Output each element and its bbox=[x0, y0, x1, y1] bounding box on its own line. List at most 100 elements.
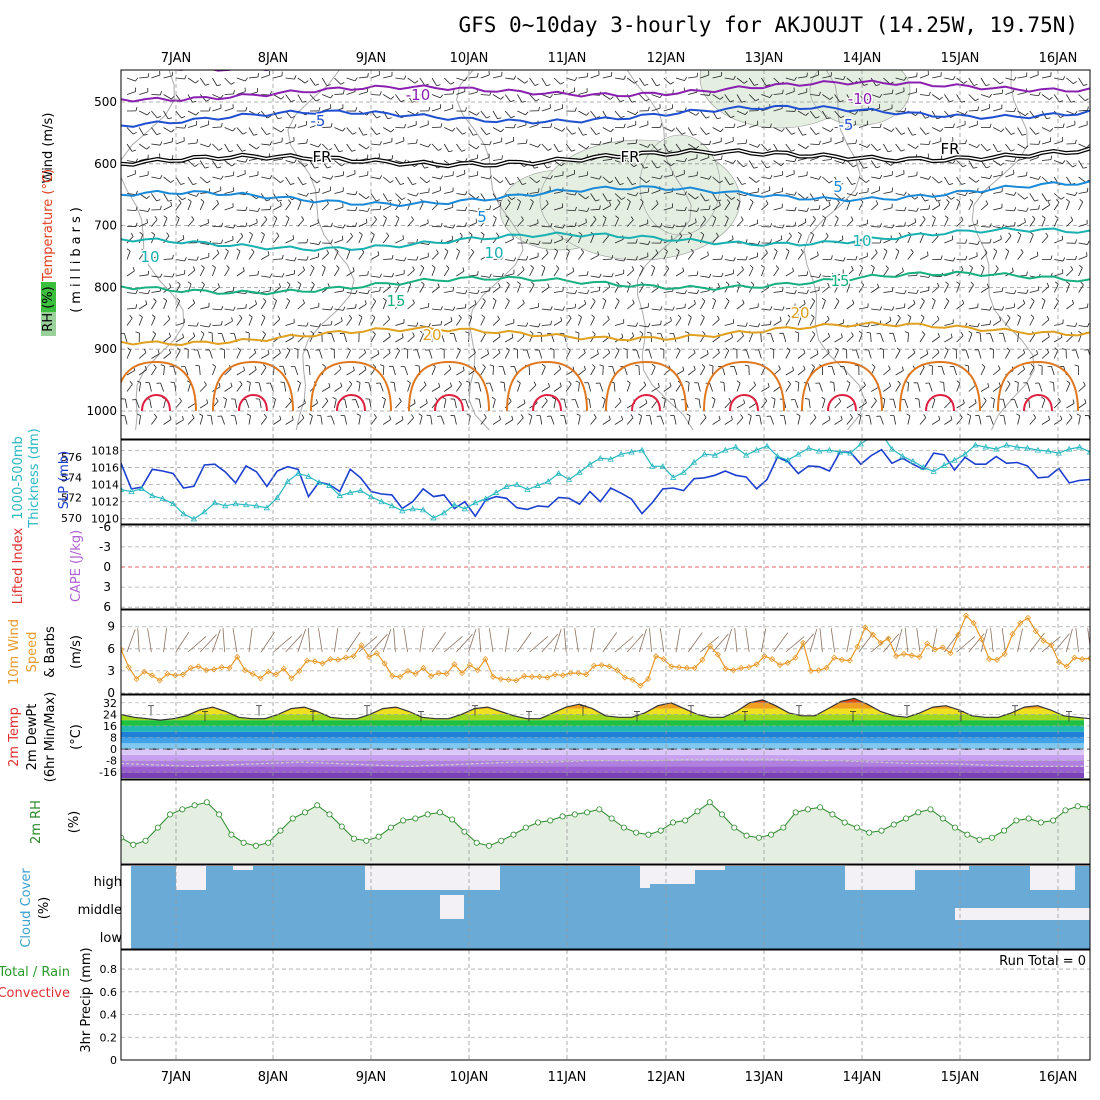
wind-barb bbox=[895, 127, 906, 135]
wind-barb bbox=[163, 315, 171, 326]
wind-barb bbox=[212, 94, 224, 99]
wind-barb bbox=[138, 314, 143, 326]
wind-barb bbox=[407, 198, 412, 211]
wind-barb bbox=[797, 218, 807, 227]
rh-marker bbox=[1074, 803, 1081, 810]
isotherm-label: 10 bbox=[484, 244, 503, 262]
wind-barb bbox=[456, 107, 467, 112]
wind-barb bbox=[895, 107, 907, 112]
wind-barb bbox=[200, 219, 209, 227]
hot-contour bbox=[336, 393, 366, 412]
wind-barb bbox=[212, 283, 220, 293]
wind-barb bbox=[651, 160, 661, 169]
level-tick-label: 900 bbox=[94, 342, 117, 356]
wind-barb bbox=[504, 215, 510, 227]
wind-barb bbox=[590, 127, 601, 135]
wind-barb bbox=[906, 413, 911, 425]
wind-barb bbox=[236, 380, 243, 392]
thickness-marker bbox=[482, 495, 489, 502]
wind-barb bbox=[822, 94, 834, 100]
wind10-marker bbox=[722, 665, 729, 672]
wind-barb bbox=[151, 91, 163, 96]
wind10-marker bbox=[652, 653, 659, 660]
wind10-barb bbox=[285, 634, 303, 653]
wind10-marker bbox=[505, 676, 512, 683]
wind-barb bbox=[864, 349, 872, 359]
wind-barb bbox=[773, 316, 782, 326]
wind-barb bbox=[126, 106, 138, 112]
cape-tick-label: 3 bbox=[103, 580, 111, 594]
wind-barb bbox=[1053, 347, 1059, 359]
wind-barb bbox=[602, 201, 611, 211]
wind10-barb bbox=[307, 628, 311, 653]
wind-barb bbox=[505, 269, 515, 277]
wind-barb bbox=[949, 366, 957, 376]
thickness-marker bbox=[909, 457, 917, 464]
wind10-marker bbox=[769, 656, 776, 663]
wind-barb bbox=[248, 73, 259, 79]
wind-barb bbox=[200, 143, 212, 148]
wind-barb bbox=[614, 137, 624, 145]
thickness-marker bbox=[399, 507, 406, 514]
wind-barb bbox=[309, 176, 321, 184]
wind-barb bbox=[517, 322, 529, 327]
wind-barb bbox=[1049, 381, 1055, 392]
wind10-tick-label: 9 bbox=[107, 620, 115, 634]
cloud-gap bbox=[440, 895, 464, 919]
wind10-marker bbox=[885, 635, 892, 642]
wind-barb bbox=[1054, 257, 1066, 262]
wind-barb bbox=[761, 397, 768, 409]
wind10-marker bbox=[761, 653, 768, 660]
wind-barb bbox=[639, 264, 644, 277]
wind-barb bbox=[297, 266, 305, 277]
wind-barb bbox=[842, 348, 848, 359]
wind-barb bbox=[517, 216, 524, 227]
wind10-barb bbox=[734, 628, 738, 653]
wind-barb bbox=[480, 141, 492, 146]
wind-barb bbox=[553, 104, 564, 112]
wind-barb bbox=[212, 122, 223, 128]
wind-barb bbox=[163, 137, 173, 145]
thickness-grid bbox=[121, 450, 1090, 520]
wind-barb bbox=[139, 110, 151, 116]
wind-barb bbox=[883, 127, 895, 132]
wind-barb bbox=[346, 169, 356, 178]
wind-barb bbox=[1066, 77, 1077, 84]
wind-barb bbox=[651, 320, 662, 326]
wind-barb bbox=[834, 257, 846, 262]
wind-barb bbox=[285, 347, 291, 359]
wind-barb bbox=[139, 289, 151, 295]
wind-barb bbox=[322, 239, 333, 244]
wind-barb bbox=[395, 415, 404, 425]
wind-barb bbox=[931, 297, 936, 310]
wind-barb bbox=[175, 347, 181, 359]
wind-barb bbox=[846, 139, 858, 145]
wind10-barb bbox=[614, 636, 634, 653]
wind-barb bbox=[919, 286, 930, 293]
wind10-barb bbox=[443, 636, 463, 653]
slp-axis-label: SLP (mb) bbox=[57, 451, 72, 510]
wind10-marker bbox=[272, 671, 280, 678]
cloud-gap bbox=[1030, 866, 1075, 890]
slp-tick-label: 1012 bbox=[91, 496, 119, 509]
wind-barb bbox=[370, 193, 380, 202]
wind-barb bbox=[700, 364, 706, 376]
wind-barb bbox=[260, 298, 267, 310]
thickness-marker bbox=[513, 481, 521, 487]
rh-marker bbox=[988, 834, 995, 841]
wind-barb bbox=[261, 175, 273, 180]
wind-barb bbox=[126, 380, 133, 392]
wind-barb bbox=[468, 110, 480, 116]
wind-barb bbox=[480, 110, 491, 119]
wind-barb bbox=[456, 143, 466, 152]
rh-marker bbox=[645, 831, 652, 838]
wind-barb bbox=[999, 332, 1006, 343]
wind-barb bbox=[866, 331, 872, 343]
wind-barb bbox=[944, 199, 950, 211]
cloud-row-low: low bbox=[100, 931, 123, 946]
wind-barb bbox=[381, 396, 386, 409]
wind-barb bbox=[614, 347, 620, 359]
cape-tick-label: 0 bbox=[103, 560, 111, 574]
wind-barb bbox=[876, 415, 884, 425]
wind-barb bbox=[222, 396, 227, 409]
